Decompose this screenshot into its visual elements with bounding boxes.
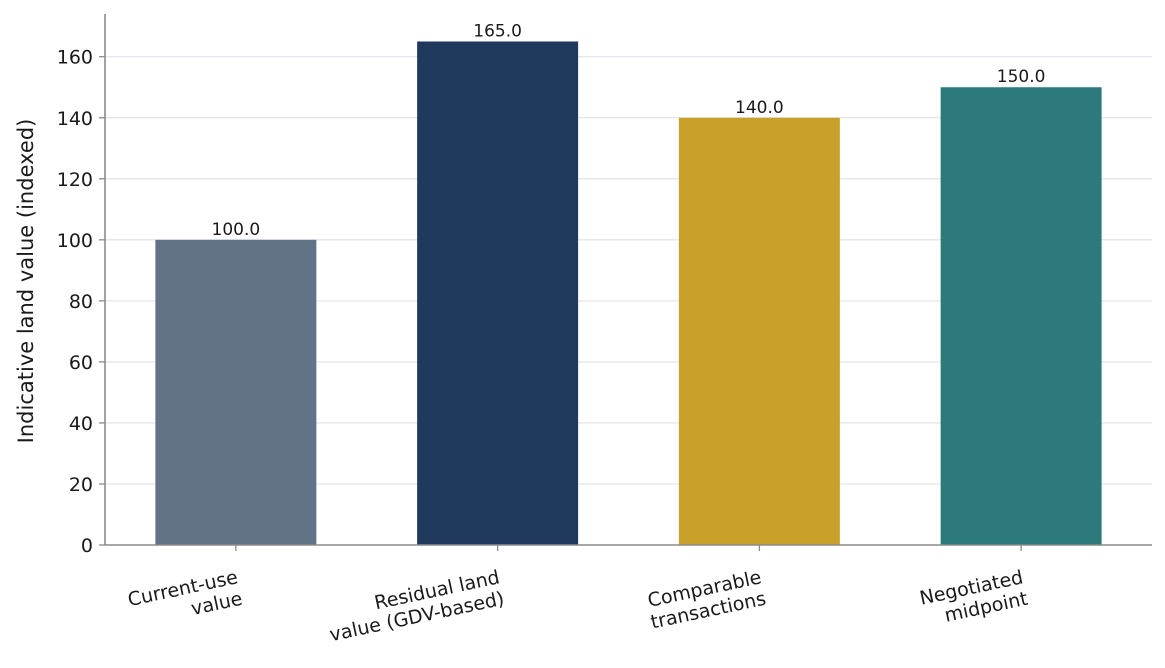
x-tick-label: Residual landvalue (GDV-based) <box>323 566 507 646</box>
y-tick-label: 140 <box>57 108 93 130</box>
bars <box>155 41 1102 546</box>
bar <box>678 117 840 546</box>
bar-value-label: 150.0 <box>997 67 1046 87</box>
bar <box>417 41 579 546</box>
bar <box>940 87 1102 545</box>
axes <box>104 14 1152 546</box>
x-tick-label: Current-usevalue <box>126 566 245 632</box>
y-tick-label: 20 <box>69 474 93 496</box>
bar-value-label: 140.0 <box>735 98 784 118</box>
y-axis-title: Indicative land value (indexed) <box>14 119 38 444</box>
y-tick-label: 40 <box>69 413 93 435</box>
x-tick-label-text: Current-usevalue <box>126 566 245 632</box>
bar-value-label: 100.0 <box>212 220 261 240</box>
y-tick-label: 80 <box>69 291 93 313</box>
y-tick-label: 0 <box>81 535 93 557</box>
data-labels: 100.0 165.0 140.0 150.0 <box>212 21 1046 239</box>
y-ticks: 0 20 40 60 80 100 120 140 160 <box>57 47 105 557</box>
x-ticks: Current-usevalue Residual landvalue (GDV-… <box>126 545 1030 646</box>
y-tick-label: 120 <box>57 169 93 191</box>
x-tick-label: Comparabletransactions <box>644 566 768 633</box>
x-tick-label-text: Comparabletransactions <box>644 566 768 633</box>
x-tick-label-text: Residual landvalue (GDV-based) <box>323 566 506 646</box>
y-tick-label: 160 <box>57 47 93 69</box>
x-tick-label-text: Negotiatedmidpoint <box>918 566 1030 631</box>
x-tick-label: Negotiatedmidpoint <box>918 566 1030 631</box>
bar <box>155 239 317 546</box>
y-tick-label: 100 <box>57 230 93 252</box>
bar-value-label: 165.0 <box>473 21 522 41</box>
y-tick-label: 60 <box>69 352 93 374</box>
